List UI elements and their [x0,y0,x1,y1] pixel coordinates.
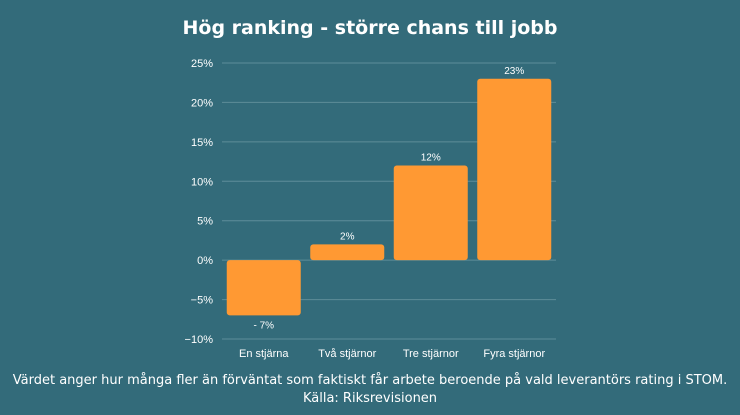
y-tick-label: −5% [191,295,214,307]
data-label: 12% [421,153,441,164]
bar [477,78,552,261]
bar [310,244,385,261]
data-label: - 7% [253,320,274,331]
x-tick-label: Tre stjärnor [403,348,459,360]
y-tick-label: 0% [197,255,213,267]
x-tick-label: En stjärna [239,348,289,360]
chart-title: Hög ranking - större chans till jobb [182,17,558,39]
data-label: 2% [340,231,355,242]
x-tick-label: Två stjärnor [318,348,376,360]
y-tick-label: 15% [191,137,213,149]
data-label: 23% [504,66,524,77]
footer-note: Värdet anger hur många fler än förväntat… [12,373,728,388]
y-tick-label: 25% [191,58,213,70]
x-tick-label: Fyra stjärnor [483,348,545,360]
bar [226,260,301,316]
bar [393,165,468,261]
footer-source: Källa: Riksrevisionen [302,391,438,406]
y-tick-label: −10% [185,334,214,346]
y-tick-label: 5% [197,216,213,228]
chart-footer: Värdet anger hur många fler än förväntat… [0,372,740,408]
y-tick-label: 20% [191,97,213,109]
y-tick-label: 10% [191,176,213,188]
